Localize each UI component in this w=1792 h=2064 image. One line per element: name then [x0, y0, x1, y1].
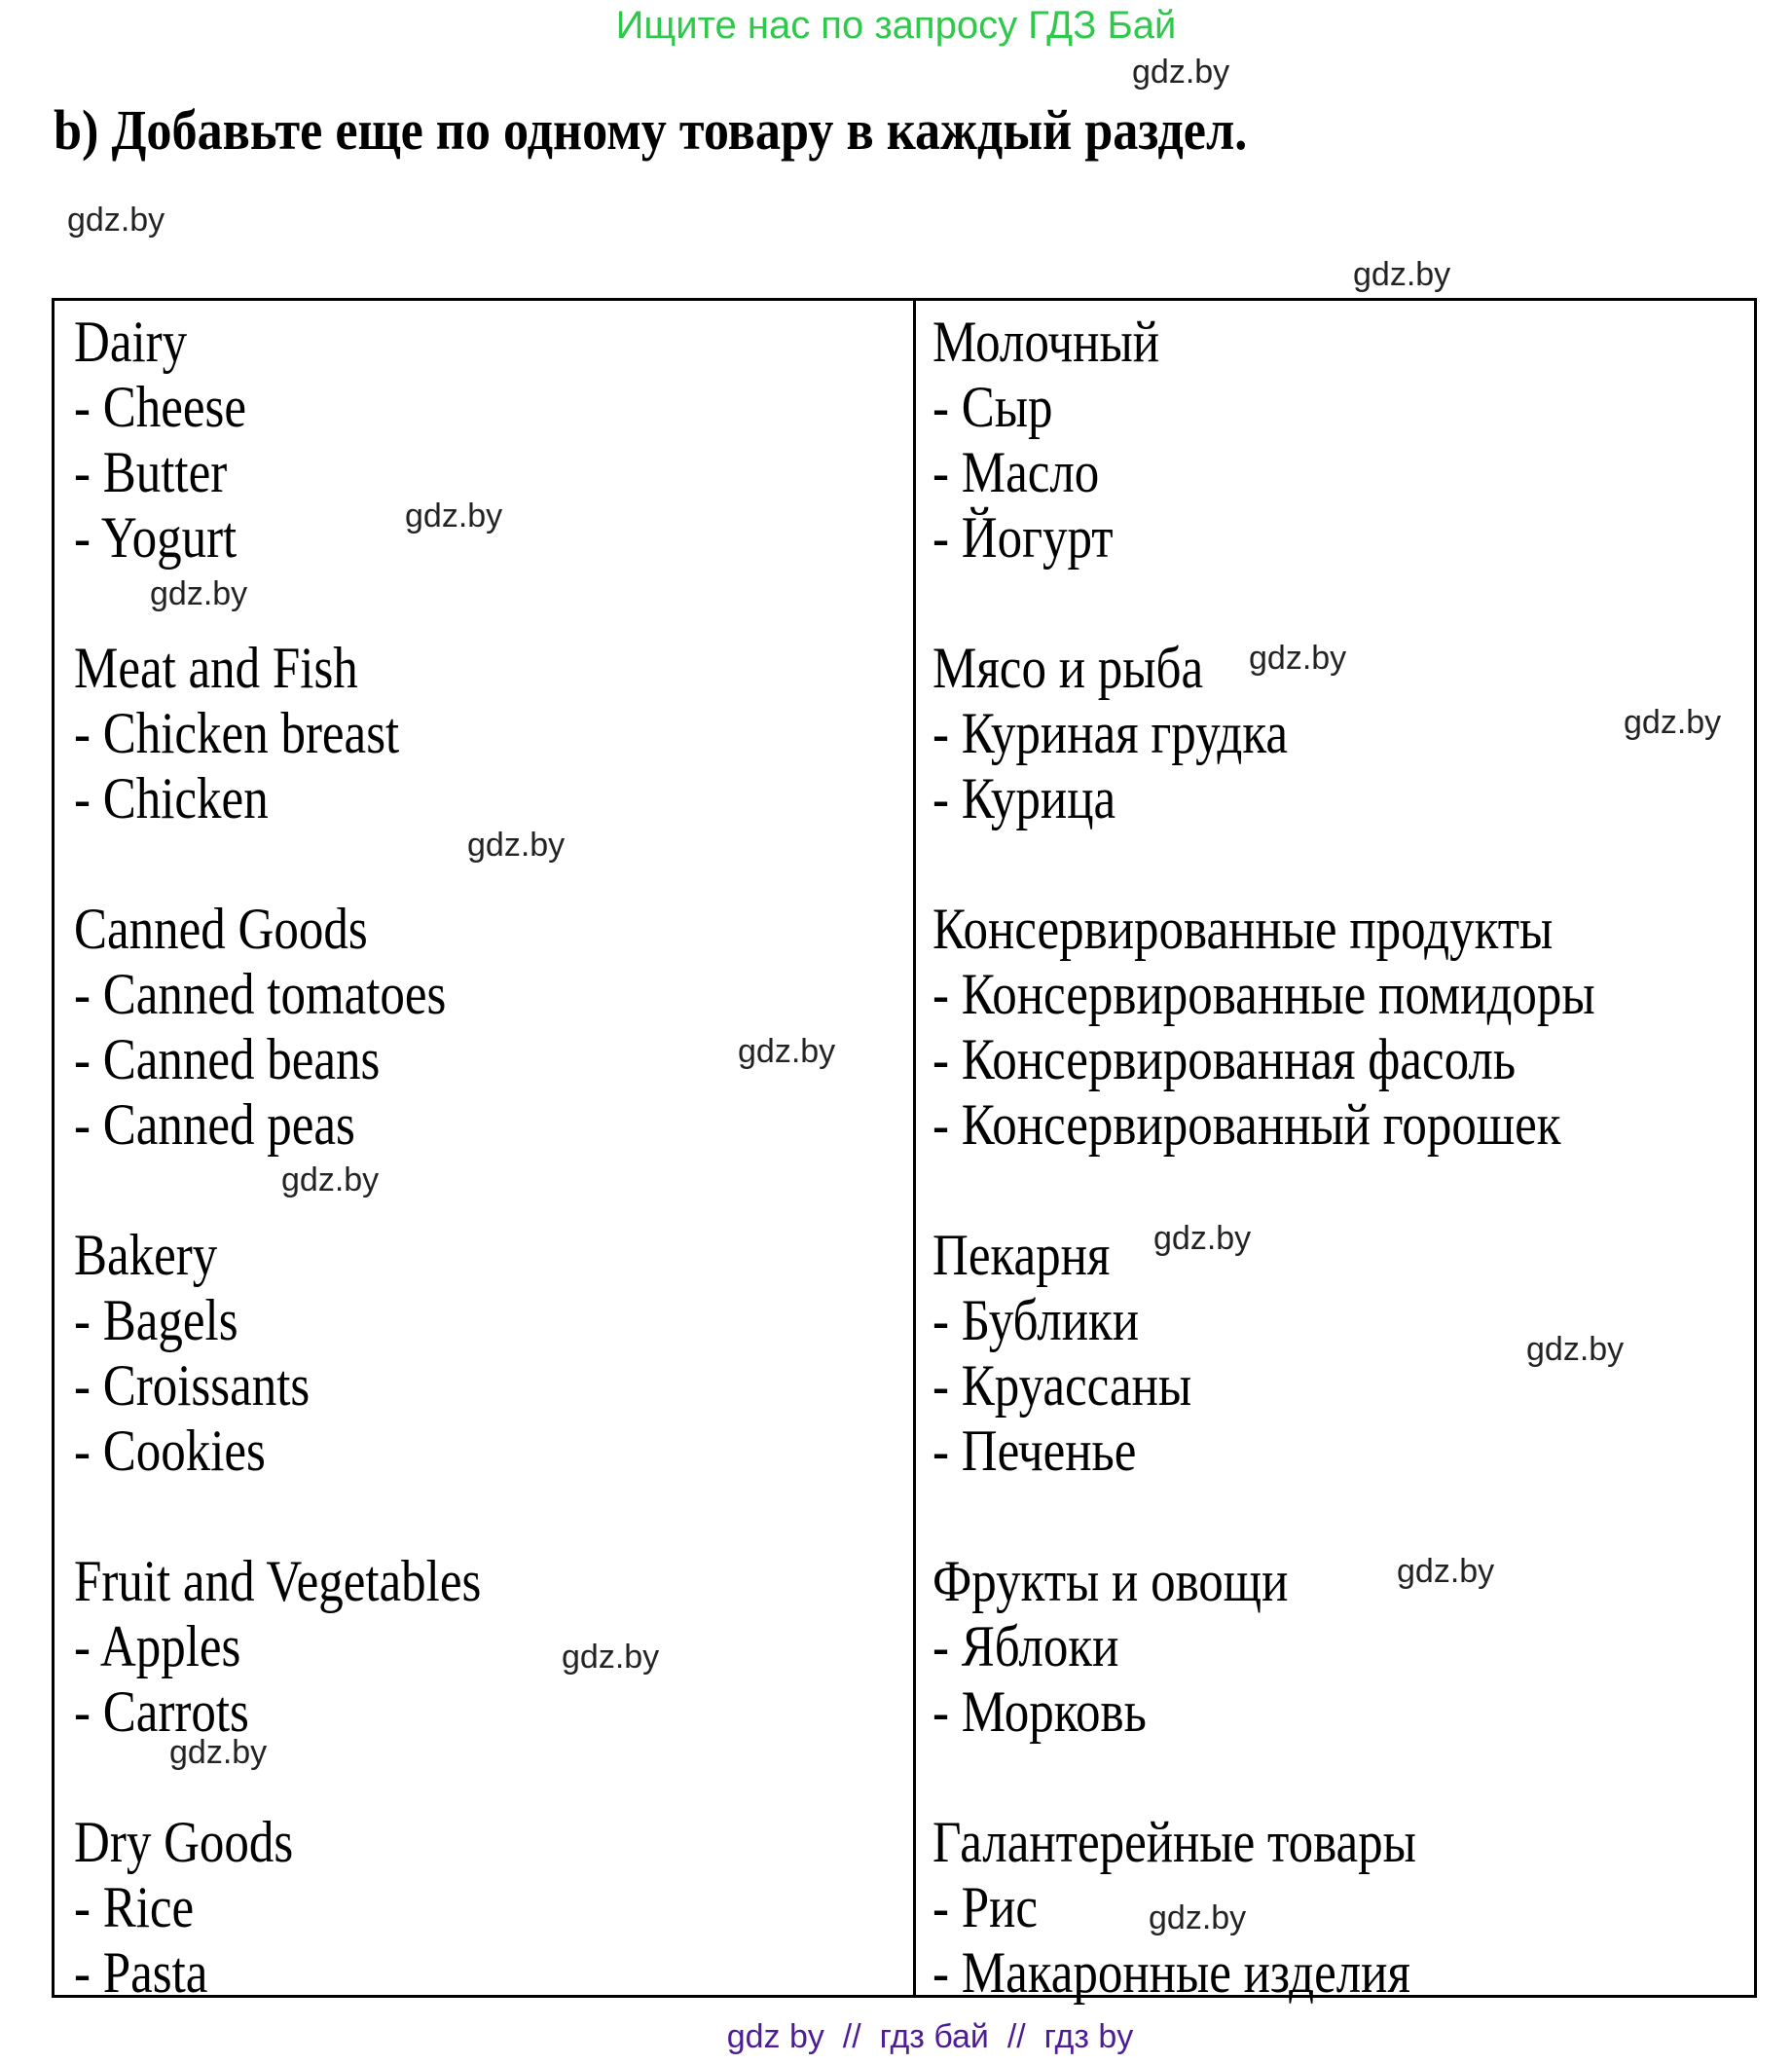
- item-canned-peas: - Canned peas: [74, 1092, 355, 1157]
- item-canned-tomatoes: - Canned tomatoes: [74, 962, 447, 1026]
- item-bubliki: - Бублики: [933, 1288, 1140, 1352]
- footer-links: gdz by // гдз бай // гдз by: [726, 2018, 1134, 2055]
- item-rice: - Rice: [74, 1875, 195, 1939]
- page-title: b) Добавьте еще по одному товару в кажды…: [54, 98, 1248, 162]
- item-bagels: - Bagels: [74, 1288, 238, 1352]
- item-cookies: - Cookies: [74, 1419, 266, 1483]
- gdz-watermark: gdz.by: [1397, 1553, 1495, 1590]
- spacer-line: [933, 832, 1754, 898]
- item-kruassany: - Круассаны: [933, 1353, 1192, 1418]
- item-yabloki: - Яблоки: [933, 1614, 1119, 1678]
- item-morkov: - Морковь: [933, 1679, 1147, 1744]
- spacer-line: [933, 1746, 1754, 1811]
- item-chicken: - Chicken: [74, 766, 269, 830]
- section-header-molochny: Молочный: [933, 310, 1160, 374]
- item-konserv-pomidory: - Консервированные помидоры: [933, 962, 1595, 1026]
- table-column-english: Dairy - Cheese - Butter - Yogurt Meat an…: [55, 301, 913, 2004]
- promo-banner: Ищите нас по запросу ГДЗ Бай: [615, 4, 1177, 47]
- section-header-galantereya: Галантерейные товары: [933, 1810, 1416, 1874]
- gdz-watermark: gdz.by: [738, 1033, 836, 1070]
- gdz-watermark: gdz.by: [67, 202, 165, 239]
- item-ris: - Рис: [933, 1875, 1039, 1939]
- item-kuritsa: - Курица: [933, 766, 1116, 830]
- section-header-bakery: Bakery: [74, 1223, 218, 1287]
- gdz-watermark: gdz.by: [281, 1161, 380, 1198]
- gdz-watermark: gdz.by: [1149, 1899, 1247, 1936]
- section-header-meat-and-fish: Meat and Fish: [74, 636, 358, 700]
- item-butter: - Butter: [74, 440, 228, 504]
- item-yogurt-ru: - Йогурт: [933, 505, 1114, 570]
- gdz-watermark: gdz.by: [1526, 1331, 1625, 1368]
- gdz-watermark: gdz.by: [562, 1639, 660, 1676]
- table-column-russian: Молочный - Сыр - Масло - Йогурт Мясо и р…: [913, 301, 1754, 2004]
- item-croissants: - Croissants: [74, 1353, 311, 1418]
- item-pechene: - Печенье: [933, 1419, 1137, 1483]
- item-makaronnye-izdeliya: - Макаронные изделия: [933, 1940, 1410, 2005]
- spacer-line: [74, 1485, 913, 1550]
- section-header-frukty-ovoshchi: Фрукты и овощи: [933, 1549, 1289, 1613]
- section-header-dairy: Dairy: [74, 310, 188, 374]
- gdz-watermark: gdz.by: [169, 1734, 268, 1771]
- item-maslo: - Масло: [933, 440, 1100, 504]
- section-header-pekarnya: Пекарня: [933, 1223, 1111, 1287]
- gdz-watermark: gdz.by: [1353, 256, 1451, 293]
- section-header-canned-goods: Canned Goods: [74, 897, 368, 961]
- item-kurinaya-grudka: - Куриная грудка: [933, 701, 1288, 765]
- item-cheese: - Cheese: [74, 375, 247, 439]
- gdz-watermark: gdz.by: [405, 498, 503, 534]
- item-pasta: - Pasta: [74, 1940, 208, 2005]
- spacer-line: [74, 1159, 913, 1224]
- grocery-table: Dairy - Cheese - Butter - Yogurt Meat an…: [52, 298, 1757, 2004]
- item-konserv-fasol: - Консервированная фасоль: [933, 1027, 1517, 1091]
- item-canned-beans: - Canned beans: [74, 1027, 381, 1091]
- section-header-fruit-vegetables: Fruit and Vegetables: [74, 1549, 482, 1613]
- item-konserv-goroshek: - Консервированный горошек: [933, 1092, 1561, 1157]
- item-chicken-breast: - Chicken breast: [74, 701, 400, 765]
- gdz-watermark: gdz.by: [150, 575, 248, 612]
- gdz-watermark: gdz.by: [1624, 704, 1722, 741]
- item-syr: - Сыр: [933, 375, 1053, 439]
- item-carrots: - Carrots: [74, 1679, 249, 1744]
- item-apples: - Apples: [74, 1614, 241, 1678]
- section-header-dry-goods: Dry Goods: [74, 1810, 294, 1874]
- spacer-line: [933, 571, 1754, 637]
- spacer-line: [933, 1485, 1754, 1550]
- section-header-konservy: Консервированные продукты: [933, 897, 1554, 961]
- gdz-watermark: gdz.by: [1132, 54, 1230, 91]
- gdz-watermark: gdz.by: [467, 827, 566, 864]
- spacer-line: [933, 1159, 1754, 1224]
- section-header-myaso-i-ryba: Мясо и рыба: [933, 636, 1204, 700]
- gdz-watermark: gdz.by: [1249, 640, 1347, 677]
- gdz-watermark: gdz.by: [1153, 1220, 1252, 1257]
- item-yogurt: - Yogurt: [74, 505, 238, 570]
